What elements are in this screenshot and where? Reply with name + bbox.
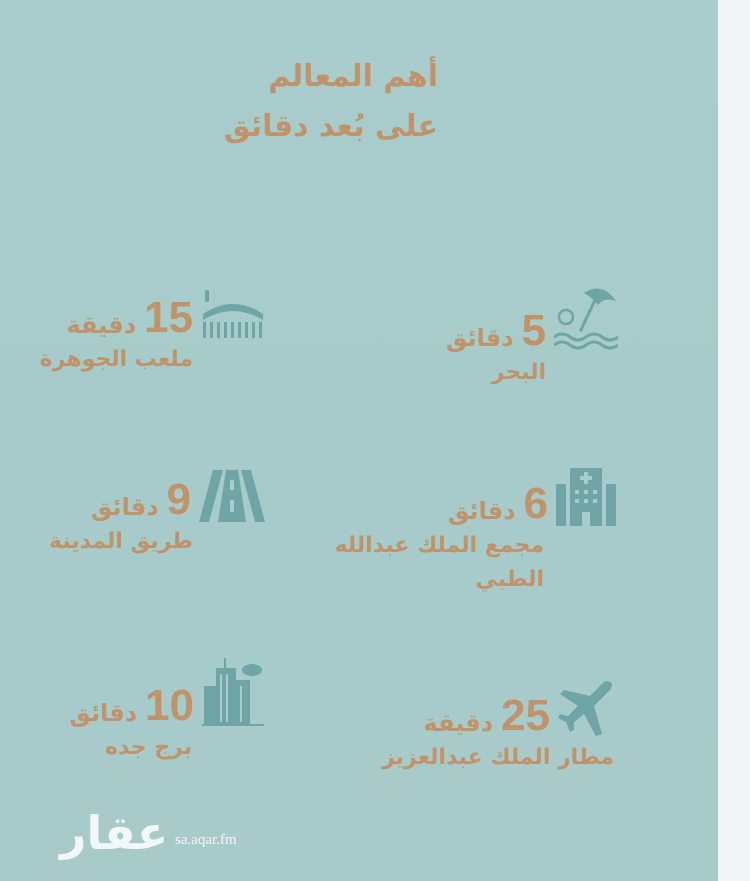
road-icon [199,470,265,522]
landmark-name: مطار الملك عبدالعزيز [382,745,614,770]
tower-buildings-icon [202,658,264,726]
landmark-unit: دقائق [445,324,514,352]
landmark-name-line2: الطبي [475,567,544,592]
landmark-number: 15 [144,293,193,342]
hospital-icon [556,468,616,526]
landmark-number: 25 [501,691,550,740]
landmark-name: طريق المدينة [49,529,193,554]
landmark-number: 5 [521,306,546,355]
title-line2: على بُعد دقائق [223,109,438,144]
landmark-unit: دقائق [69,699,138,727]
beach-umbrella-icon [554,288,618,350]
landmark-number: 10 [145,681,194,730]
airplane-icon [558,681,612,736]
landmark-unit: دقيقة [423,709,494,737]
title-line1: أهم المعالم [268,59,438,94]
landmark-name: مجمع الملك عبدالله [334,533,544,558]
landmark-name: ملعب الجوهرة [39,347,193,372]
landmark-airport: 25 دقيقة مطار الملك عبدالعزيز [382,680,614,774]
landmark-tower: 10 دقائق برج جده [69,658,264,764]
landmark-unit: دقيقة [66,311,137,339]
landmark-number: 6 [523,479,548,528]
landmark-unit: دقائق [90,493,159,521]
landmark-sea: 5 دقائق البحر [446,283,618,389]
landmark-name: البحر [491,360,546,385]
landmarks-poster: أهم المعالم على بُعد دقائق 5 دقائق البحر… [0,0,718,881]
landmark-stadium: 15 دقيقة ملعب الجوهرة [40,290,265,376]
landmark-unit: دقائق [447,497,516,525]
landmark-number: 9 [166,475,191,524]
landmark-road: 9 دقائق طريق المدينة [49,470,265,558]
landmark-hospital: 6 دقائق مجمع الملك عبدالله الطبي [335,468,616,596]
landmark-name: برج جده [104,735,192,760]
watermark-url: sa.aqar.fm [175,832,237,848]
stadium-icon [203,290,263,338]
watermark-logo: عقار [60,806,169,860]
